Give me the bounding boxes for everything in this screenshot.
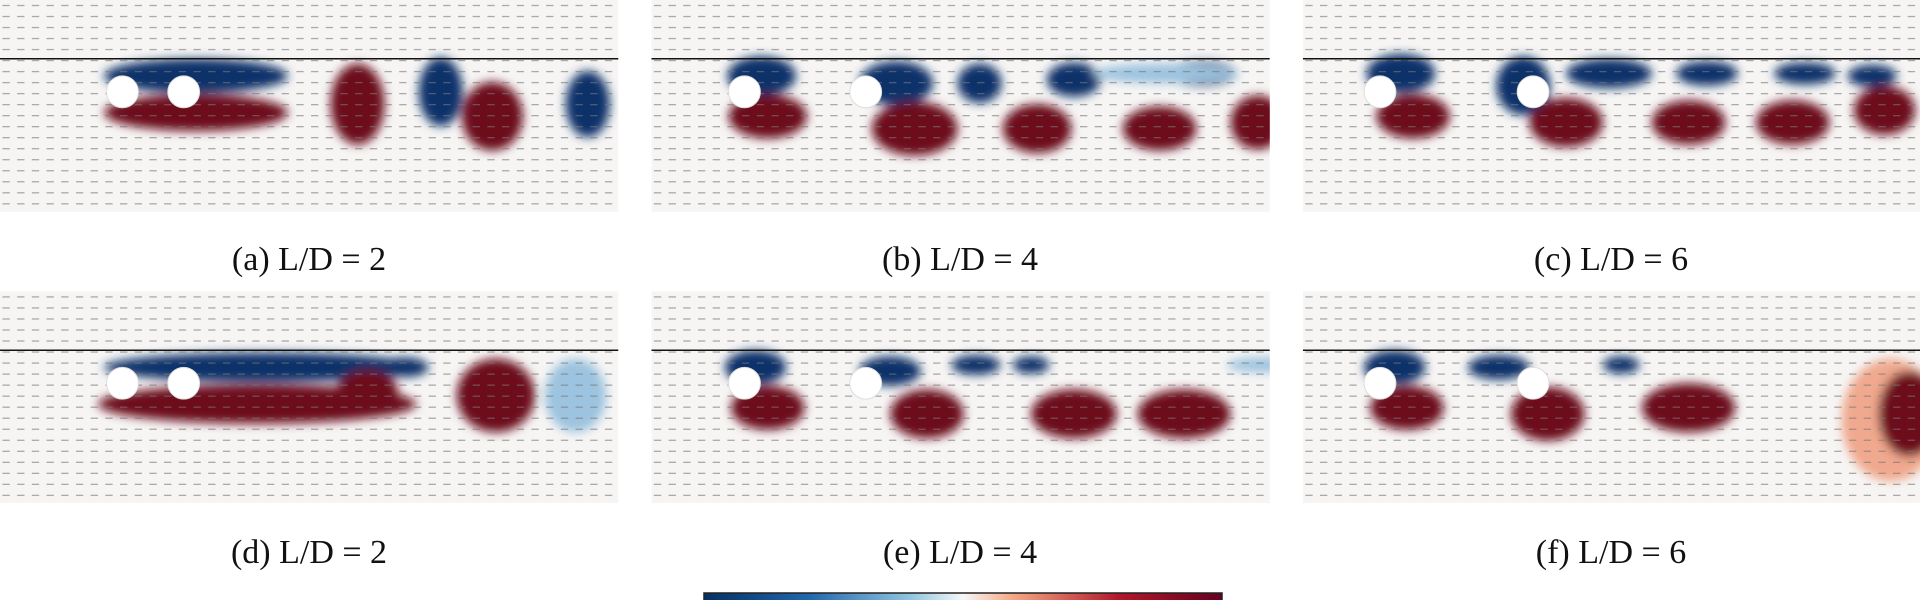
panel-body <box>651 0 1270 212</box>
caption: (a) L/D = 2 <box>231 241 387 278</box>
panel-body <box>0 291 619 504</box>
cylinder <box>167 75 201 109</box>
velocity-arrows <box>651 291 1270 504</box>
flow-panel <box>0 291 619 504</box>
velocity-arrows <box>651 0 1270 212</box>
caption: (c) L/D = 6 <box>1533 241 1689 278</box>
cylinder <box>106 75 139 109</box>
velocity-arrows <box>0 291 619 504</box>
cylinder <box>849 75 883 109</box>
cylinder <box>849 366 883 400</box>
colorbar <box>703 592 1223 600</box>
caption: (e) L/D = 4 <box>882 534 1038 571</box>
caption: (b) L/D = 4 <box>881 241 1039 278</box>
cylinder <box>1363 75 1397 109</box>
panel-body <box>1302 0 1920 212</box>
cylinder <box>728 75 761 109</box>
velocity-arrows <box>1302 0 1920 212</box>
cylinder <box>728 366 761 400</box>
panel-body <box>1302 291 1920 504</box>
flow-panel <box>0 0 619 212</box>
cylinder <box>1516 366 1550 400</box>
flow-panel <box>651 0 1270 212</box>
velocity-arrows <box>1302 291 1920 504</box>
caption: (f) L/D = 6 <box>1535 534 1687 571</box>
velocity-arrows <box>0 0 619 212</box>
caption: (d) L/D = 2 <box>230 534 388 571</box>
panel-body <box>651 291 1270 504</box>
cylinder <box>167 366 201 400</box>
panel-body <box>0 0 619 212</box>
cylinder <box>106 366 139 400</box>
flow-panel <box>1302 0 1920 212</box>
cylinder <box>1363 366 1397 400</box>
cylinder <box>1516 75 1550 109</box>
flow-panel <box>651 291 1270 504</box>
flow-panel <box>1302 291 1920 504</box>
